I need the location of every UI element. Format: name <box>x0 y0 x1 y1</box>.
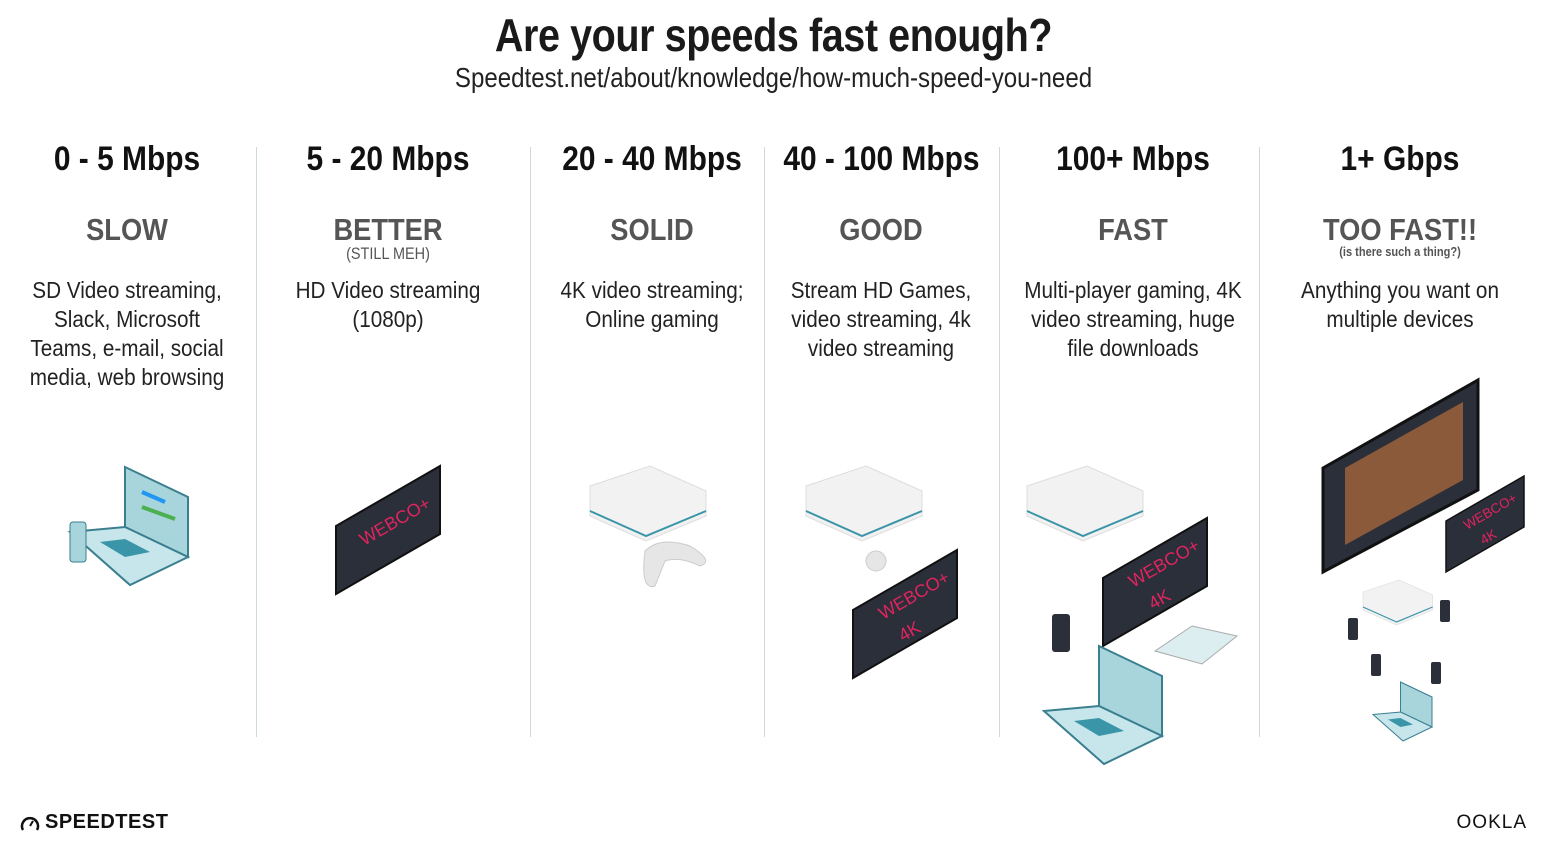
divider <box>1259 147 1260 737</box>
tier-speed: 40 - 100 Mbps <box>783 140 980 178</box>
page-subtitle: Speedtest.net/about/knowledge/how-much-s… <box>454 62 1093 93</box>
divider <box>999 147 1000 737</box>
tier-description: Stream HD Games, video streaming, 4k vid… <box>790 277 972 361</box>
tier-speed: 5 - 20 Mbps <box>306 140 470 178</box>
console-tv-illustration: WEBCO+ 4K <box>805 465 958 679</box>
tier-speed: 1+ Gbps <box>1340 140 1460 178</box>
tier-rating: FAST <box>1098 212 1168 247</box>
tier-description: SD Video streaming, Slack, Microsoft Tea… <box>29 277 225 390</box>
svg-text:4K: 4K <box>1478 526 1500 547</box>
tier-speed: 0 - 5 Mbps <box>53 140 201 178</box>
tier-too-fast: 1+ Gbps TOO FAST!! (is there such a thin… <box>1270 140 1530 334</box>
tier-speed: 100+ Mbps <box>1056 140 1210 178</box>
tier-slow: 0 - 5 Mbps SLOW SD Video streaming, Slac… <box>10 140 244 392</box>
gauge-icon <box>20 816 40 831</box>
divider <box>256 147 257 737</box>
tier-rating: TOO FAST!! <box>1322 212 1478 247</box>
tier-solid: 20 - 40 Mbps SOLID 4K video streaming; O… <box>540 140 764 334</box>
tier-speed: 20 - 40 Mbps <box>562 140 742 178</box>
divider <box>530 147 531 737</box>
tier-description: Multi-player gaming, 4K video streaming,… <box>1024 277 1242 361</box>
tier-description: Anything you want on multiple devices <box>1301 277 1499 332</box>
fast-devices-illustration: WEBCO+ 4K <box>1026 465 1239 765</box>
tier-rating: SOLID <box>610 212 694 247</box>
tier-rating: GOOD <box>839 212 923 247</box>
tv-illustration: WEBCO+ <box>335 465 441 595</box>
speedtest-logo-text: SPEEDTEST <box>45 811 169 833</box>
tier-description: 4K video streaming; Online gaming <box>560 277 744 332</box>
speedtest-logo: SPEEDTEST <box>20 811 168 834</box>
console-illustration <box>589 465 707 588</box>
ookla-logo: OOKLA <box>1456 812 1527 833</box>
tier-description: HD Video streaming (1080p) <box>295 277 481 332</box>
laptop-phone-illustration <box>69 466 189 586</box>
tier-note: (is there such a thing?) <box>1339 244 1461 259</box>
tier-fast: 100+ Mbps FAST Multi-player gaming, 4K v… <box>1010 140 1256 363</box>
multi-devices-illustration: WEBCO+ 4K <box>1321 377 1525 742</box>
tier-better: 5 - 20 Mbps BETTER (STILL MEH) HD Video … <box>270 140 506 334</box>
tier-good: 40 - 100 Mbps GOOD Stream HD Games, vide… <box>770 140 992 363</box>
tier-rating: SLOW <box>86 212 168 247</box>
tier-note: (STILL MEH) <box>346 244 430 263</box>
page-title: Are your speeds fast enough? <box>494 9 1053 61</box>
divider <box>764 147 765 737</box>
tier-rating: BETTER <box>333 212 443 247</box>
